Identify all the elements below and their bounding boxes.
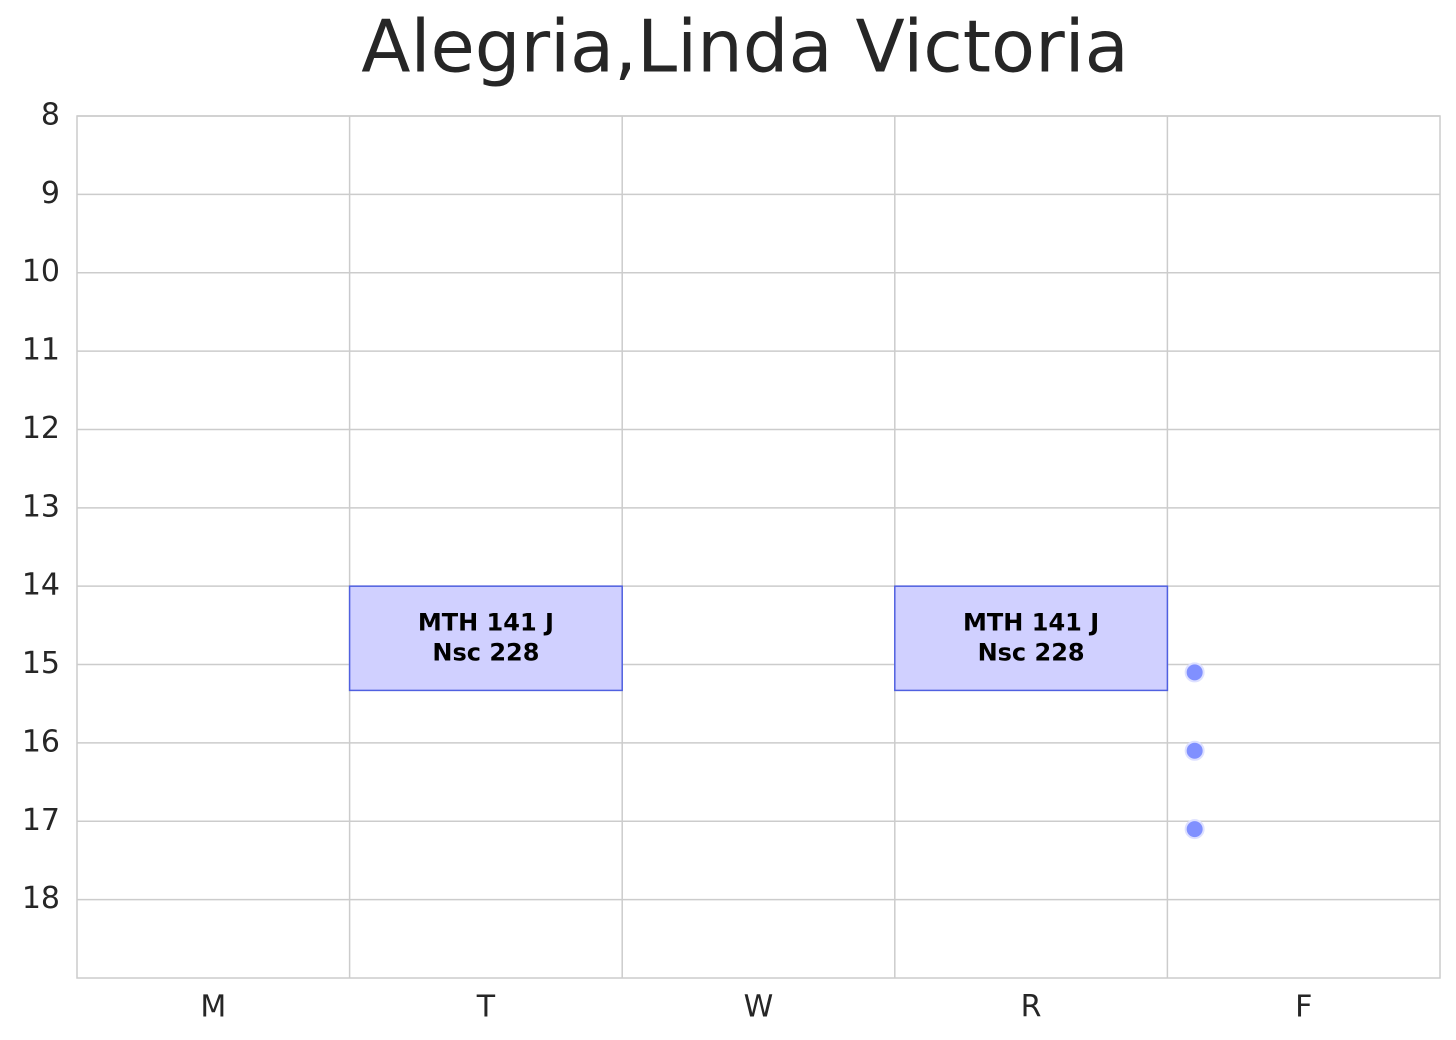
event-label: Nsc 228	[978, 638, 1085, 666]
y-tick-label: 14	[22, 568, 60, 603]
chart-title: Alegria,Linda Victoria	[361, 5, 1129, 89]
event-block	[348, 585, 623, 692]
plot-frame	[76, 115, 1441, 979]
y-tick-label: 15	[22, 646, 60, 681]
event-block	[894, 585, 1169, 692]
x-tick-label: W	[744, 990, 774, 1025]
point	[1184, 662, 1205, 683]
y-tick-label: 16	[22, 724, 60, 759]
y-tick-label: 9	[41, 176, 60, 211]
y-tick-label: 12	[22, 411, 60, 446]
event-label: Nsc 228	[432, 638, 539, 666]
y-tick-label: 18	[22, 881, 60, 916]
event-label: MTH 141 J	[963, 608, 1099, 636]
y-tick-label: 10	[22, 254, 60, 289]
x-tick-label: F	[1295, 990, 1312, 1025]
y-tick-label: 17	[22, 803, 60, 838]
y-tick-label: 8	[41, 98, 60, 133]
point	[1184, 740, 1205, 761]
x-tick-label: T	[476, 990, 496, 1025]
event-label: MTH 141 J	[418, 608, 554, 636]
x-tick-label: R	[1021, 990, 1042, 1025]
point	[1184, 819, 1205, 840]
y-tick-label: 13	[22, 489, 60, 524]
x-tick-label: M	[200, 990, 226, 1025]
y-tick-label: 11	[22, 333, 60, 368]
